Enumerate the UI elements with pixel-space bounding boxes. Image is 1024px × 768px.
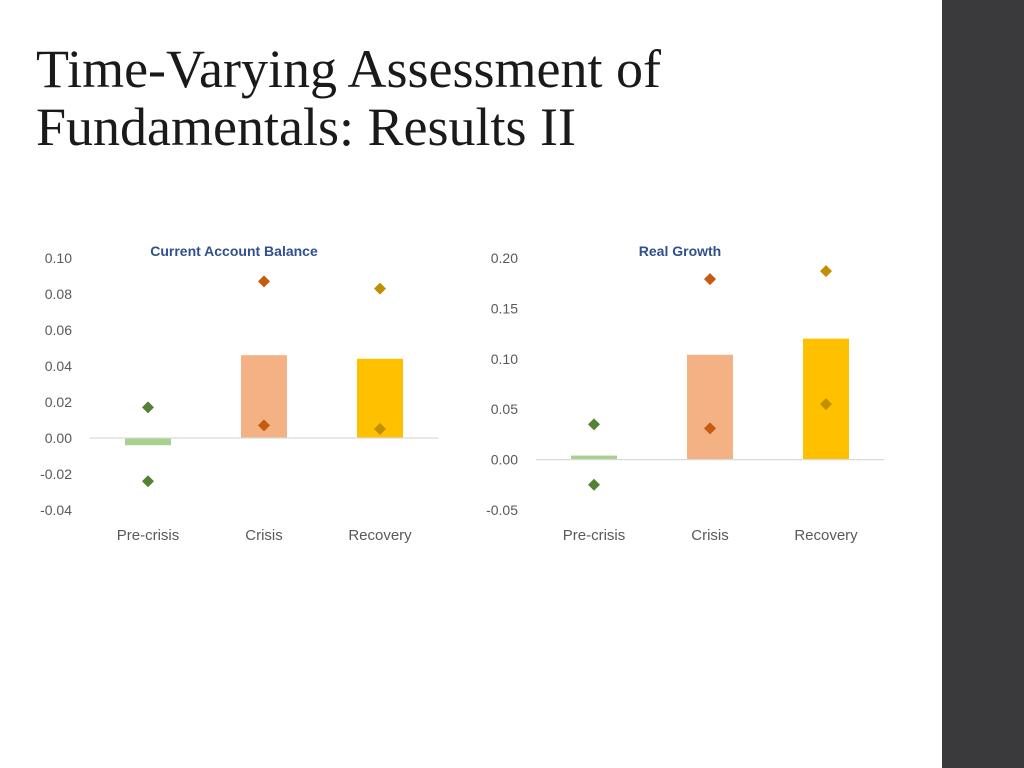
y-tick-label: 0.05: [491, 401, 518, 417]
current-account-balance-chart: Current Account Balance 0.10 0.08 0.06 0.04 0…: [40, 243, 438, 544]
marker-high-pre-crisis: [588, 418, 600, 431]
marker-high-crisis: [704, 273, 716, 286]
marker-low-pre-crisis: [588, 478, 600, 491]
y-tick-label: 0.02: [45, 394, 72, 410]
y-tick-label: 0.00: [491, 452, 518, 468]
slide-title-line-1: Time-Varying Assessment of: [36, 39, 662, 99]
y-tick-label: 0.04: [45, 358, 72, 374]
marker-low-crisis: [258, 419, 270, 432]
y-tick-label: 0.08: [45, 286, 72, 302]
chart-title: Real Growth: [639, 243, 721, 259]
y-tick-label: 0.10: [491, 351, 518, 367]
right-sidebar-panel: [942, 0, 1024, 768]
bar-pre-crisis: [125, 438, 171, 446]
slide-title-line-2: Fundamentals: Results II: [36, 97, 576, 157]
marker-low-recovery: [820, 398, 832, 411]
marker-low-pre-crisis: [142, 475, 154, 488]
marker-high-crisis: [258, 275, 270, 288]
y-tick-label: -0.04: [40, 502, 72, 518]
x-category-label: Recovery: [348, 527, 412, 544]
x-category-label: Crisis: [245, 527, 283, 544]
x-category-label: Pre-crisis: [117, 527, 180, 544]
marker-high-pre-crisis: [142, 401, 154, 414]
y-tick-label: -0.05: [486, 502, 518, 518]
marker-low-crisis: [704, 422, 716, 435]
y-tick-label: 0.20: [491, 250, 518, 266]
bar-pre-crisis: [571, 455, 617, 460]
y-tick-label: 0.15: [491, 300, 518, 316]
slide-title: Time-Varying Assessment of Fundamentals:…: [36, 40, 916, 156]
bar-crisis: [687, 354, 733, 460]
real-growth-chart: Real Growth 0.20 0.15 0.10 0.05 0.00 -0.05 Pre-…: [486, 243, 884, 544]
x-category-label: Recovery: [794, 527, 858, 544]
x-category-label: Crisis: [691, 527, 729, 544]
marker-high-recovery: [374, 282, 386, 295]
y-tick-label: 0.06: [45, 322, 72, 338]
marker-high-recovery: [820, 265, 832, 278]
y-tick-label: -0.02: [40, 466, 72, 482]
marker-low-recovery: [374, 423, 386, 435]
y-tick-label: 0.10: [45, 250, 72, 266]
y-tick-label: 0.00: [45, 430, 72, 446]
chart-title: Current Account Balance: [150, 243, 318, 259]
x-category-label: Pre-crisis: [563, 527, 626, 544]
